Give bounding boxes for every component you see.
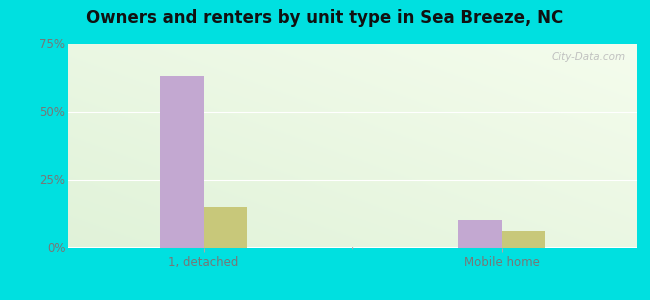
Bar [203,207,247,248]
Bar [502,231,545,248]
Bar [161,76,203,248]
Bar [458,220,502,247]
Text: Owners and renters by unit type in Sea Breeze, NC: Owners and renters by unit type in Sea B… [86,9,564,27]
Text: City-Data.com: City-Data.com [551,52,625,62]
